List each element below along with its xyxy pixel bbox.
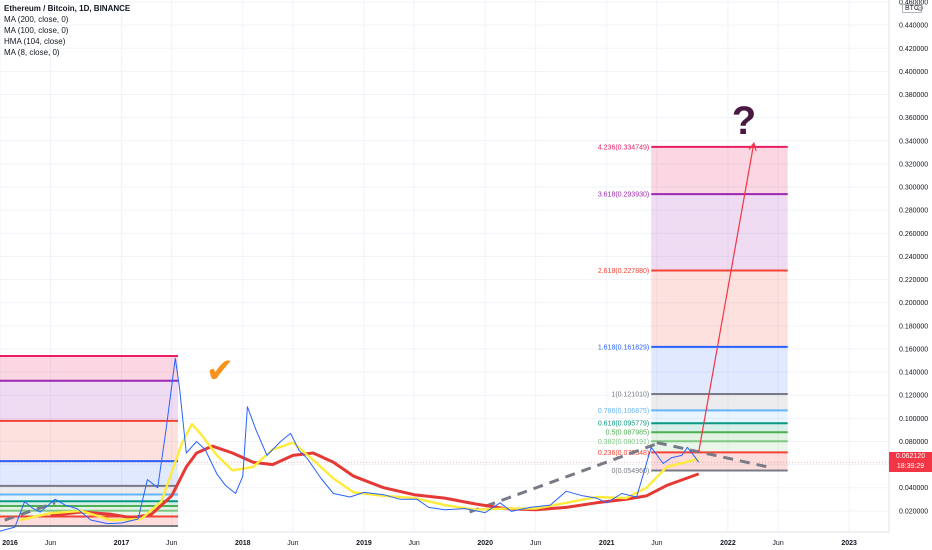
fib-right-band-9 xyxy=(651,452,788,471)
target-arrow xyxy=(698,141,757,452)
x-tick-label-14: 2023 xyxy=(841,540,857,547)
y-tick-label-6: 0.140000 xyxy=(899,370,928,377)
y-tick-label-12: 0.260000 xyxy=(899,231,928,238)
fib-right-band-7 xyxy=(651,432,788,442)
fib-left-band-3 xyxy=(0,461,178,486)
x-tick-label-6: 2019 xyxy=(356,540,372,547)
y-tick-label-20: 0.420000 xyxy=(899,46,928,53)
series-lines xyxy=(0,357,700,532)
y-tick-label-16: 0.340000 xyxy=(899,138,928,145)
dashed-trend-line-0 xyxy=(4,501,56,522)
trend-lines xyxy=(4,441,769,522)
y-tick-label-5: 0.120000 xyxy=(899,393,928,400)
fib-right-band-0 xyxy=(651,146,788,195)
grid xyxy=(0,0,889,532)
indicator-hma104[interactable]: HMA (104, close) xyxy=(4,37,66,46)
x-tick-label-12: 2022 xyxy=(720,540,736,547)
x-tick-label-4: 2018 xyxy=(235,540,251,547)
fib-right-band-5 xyxy=(651,410,788,424)
indicator-ma200[interactable]: MA (200, close, 0) xyxy=(4,15,69,24)
y-tick-label-13: 0.280000 xyxy=(899,208,928,215)
y-tick-label-10: 0.220000 xyxy=(899,277,928,284)
x-tick-label-3: Jun xyxy=(166,540,177,547)
x-tick-label-2: 2017 xyxy=(114,540,130,547)
fib-left-band-7 xyxy=(0,505,178,511)
fib-right-band-3 xyxy=(651,346,788,395)
dashed-trend-line-2 xyxy=(656,441,769,469)
last-price-badge: 0.062120 18:39:29 xyxy=(889,452,932,473)
fib-right-level-label-2: 2.618(0.227880) xyxy=(598,268,649,275)
question-mark-annotation: ? xyxy=(732,99,756,143)
x-tick-label-0: 2016 xyxy=(2,540,18,547)
target-arrow-head xyxy=(748,141,757,151)
y-tick-label-1: 0.040000 xyxy=(899,485,928,492)
last-price-value: 0.062120 xyxy=(895,453,926,461)
fib-right-level-label-6: 0.618(0.095779) xyxy=(598,421,649,428)
fib-right-level-label-1: 3.618(0.293930) xyxy=(598,192,649,199)
x-tick-label-5: Jun xyxy=(287,540,298,547)
y-axis-ticks: 0.0200000.0400000.0600000.0800000.100000… xyxy=(899,0,928,515)
y-tick-label-8: 0.180000 xyxy=(899,323,928,330)
x-axis-panel[interactable] xyxy=(0,532,889,550)
bar-countdown: 18:39:29 xyxy=(896,463,925,471)
series-line-ma200 xyxy=(50,444,700,520)
fib-right-level-label-10: 0(0.054960) xyxy=(611,468,649,475)
fib-right-level-label-7: 0.5(0.087985) xyxy=(606,430,650,437)
checkmark-annotation: ✔ xyxy=(206,351,235,391)
fib-left-band-2 xyxy=(0,420,178,462)
fib-right-band-4 xyxy=(651,394,788,411)
y-tick-label-22: 0.460000 xyxy=(899,0,928,7)
x-axis-ticks: 2016 Jun 2017 Jun 2018 Jun 2019 Jun 2020 Jun 2021 J… xyxy=(2,540,857,547)
x-tick-label-7: Jun xyxy=(408,540,419,547)
indicator-ma8[interactable]: MA (8, close, 0) xyxy=(4,48,60,57)
target-arrow-shaft xyxy=(698,142,755,452)
fib-right-level-label-8: 0.382(0.080191) xyxy=(598,439,649,446)
fib-left-band-5 xyxy=(0,494,178,502)
x-tick-label-11: Jun xyxy=(651,540,662,547)
y-tick-label-21: 0.440000 xyxy=(899,23,928,30)
fib-right-level-label-4: 1(0.121010) xyxy=(611,392,649,399)
series-line-ma100 xyxy=(19,422,699,522)
y-tick-label-15: 0.320000 xyxy=(899,161,928,168)
fib-right-level-label-0: 4.236(0.334749) xyxy=(598,144,649,151)
y-tick-label-18: 0.380000 xyxy=(899,92,928,99)
y-tick-label-0: 0.020000 xyxy=(899,508,928,515)
symbol-title[interactable]: Ethereum / Bitcoin, 1D, BINANCE xyxy=(4,4,131,13)
y-tick-label-9: 0.200000 xyxy=(899,300,928,307)
x-tick-label-1: Jun xyxy=(45,540,56,547)
y-tick-label-3: 0.080000 xyxy=(899,439,928,446)
fib-right-band-6 xyxy=(651,423,788,433)
fib-left-band-1 xyxy=(0,380,178,421)
y-tick-label-7: 0.160000 xyxy=(899,346,928,353)
fib-right-band-1 xyxy=(651,194,788,271)
y-tick-label-4: 0.100000 xyxy=(899,416,928,423)
x-tick-label-9: Jun xyxy=(530,540,541,547)
fib-right-level-label-5: 0.786(0.106875) xyxy=(598,408,649,415)
fib-extensions: 4.236(0.153953)3.618(0.132498)2.618(0.09… xyxy=(0,144,788,528)
fib-left-band-0 xyxy=(0,355,178,381)
series-line-price xyxy=(0,357,700,532)
fib-right-level-label-9: 0.236(0.070548) xyxy=(598,450,649,457)
gear-icon[interactable]: ⚙ xyxy=(916,3,925,13)
fib-left-band-4 xyxy=(0,485,178,495)
y-tick-label-19: 0.400000 xyxy=(899,69,928,76)
currency-unit-label[interactable]: BTC xyxy=(902,4,922,13)
fib-right-level-label-3: 1.618(0.161829) xyxy=(598,344,649,351)
x-tick-label-10: 2021 xyxy=(599,540,615,547)
y-axis-panel[interactable] xyxy=(889,0,932,532)
fib-right-band-8 xyxy=(651,441,788,453)
y-tick-label-11: 0.240000 xyxy=(899,254,928,261)
legend: Ethereum / Bitcoin, 1D, BINANCE MA (200,… xyxy=(4,3,130,58)
indicator-ma100[interactable]: MA (100, close, 0) xyxy=(4,26,69,35)
x-tick-label-8: 2020 xyxy=(477,540,493,547)
fib-left-band-6 xyxy=(0,501,178,506)
y-tick-label-14: 0.300000 xyxy=(899,185,928,192)
fib-left-band-9 xyxy=(0,516,178,527)
x-tick-label-13: Jun xyxy=(772,540,783,547)
y-tick-label-17: 0.360000 xyxy=(899,115,928,122)
